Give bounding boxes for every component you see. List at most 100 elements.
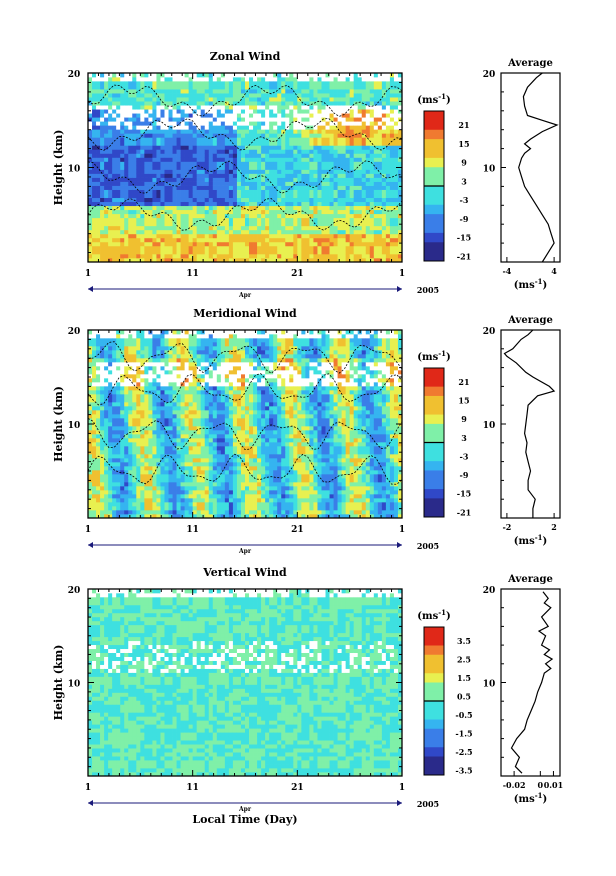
heatmap-cell — [116, 382, 121, 387]
heatmap-cell — [240, 205, 246, 211]
heatmap-cell — [164, 181, 169, 186]
heatmap-cell — [132, 418, 137, 423]
heatmap-cell — [136, 73, 141, 78]
heatmap-cell — [124, 101, 129, 106]
heatmap-cell — [325, 97, 330, 102]
heatmap-cell — [301, 197, 306, 203]
heatmap-cell — [160, 173, 165, 178]
heatmap-cell — [285, 221, 290, 227]
heatmap-cell — [321, 73, 326, 78]
heatmap-cell — [164, 89, 169, 94]
heatmap-cell — [257, 121, 262, 126]
heatmap-cell — [192, 217, 198, 223]
heatmap-cell — [257, 141, 262, 146]
heatmap-cell — [285, 181, 290, 186]
heatmap-cell — [369, 89, 375, 94]
heatmap-cell — [389, 193, 395, 199]
heatmap-cell — [317, 205, 322, 211]
heatmap-cell — [232, 129, 238, 134]
heatmap-cell — [397, 217, 403, 223]
heatmap-cell — [132, 205, 137, 211]
heatmap-cell — [216, 113, 222, 118]
heatmap-cell — [152, 414, 157, 419]
heatmap-cell — [261, 137, 266, 142]
heatmap-cell — [369, 173, 375, 178]
heatmap-cell — [172, 434, 177, 439]
heatmap-cell — [96, 113, 101, 118]
heatmap-cell — [120, 161, 125, 166]
heatmap-cell — [108, 442, 113, 447]
heatmap-cell — [269, 217, 274, 223]
heatmap-cell — [92, 221, 97, 227]
heatmap-cell — [164, 77, 169, 82]
heatmap-cell — [377, 161, 383, 166]
heatmap-cell — [100, 430, 105, 435]
heatmap-cell — [140, 77, 145, 82]
heatmap-cell — [128, 129, 133, 134]
heatmap-cell — [365, 229, 371, 235]
heatmap-cell — [253, 209, 258, 215]
heatmap-cell — [172, 482, 177, 487]
heatmap-cell — [120, 257, 125, 263]
heatmap-cell — [116, 430, 121, 435]
heatmap-cell — [176, 221, 181, 227]
heatmap-cell — [116, 245, 121, 251]
heatmap-cell — [317, 149, 322, 154]
heatmap-cell — [100, 510, 105, 515]
heatmap-cell — [160, 454, 165, 459]
heatmap-cell — [144, 129, 149, 134]
heatmap-cell — [140, 426, 145, 431]
heatmap-cell — [116, 378, 121, 383]
heatmap-cell — [353, 77, 359, 82]
colorbar-swatch — [424, 204, 444, 215]
heatmap-cell — [112, 153, 117, 158]
heatmap-cell — [293, 249, 298, 255]
heatmap-cell — [140, 466, 145, 471]
heatmap-cell — [325, 149, 330, 154]
heatmap-cell — [128, 141, 133, 146]
heatmap-cell — [120, 129, 125, 134]
heatmap-cell — [337, 233, 342, 239]
heatmap-cell — [152, 338, 157, 343]
heatmap-cell — [96, 446, 101, 451]
heatmap-cell — [273, 181, 278, 186]
heatmap-cell — [96, 462, 101, 467]
heatmap-cell — [148, 386, 153, 391]
heatmap-cell — [96, 205, 101, 211]
heatmap-cell — [180, 418, 185, 423]
heatmap-cell — [313, 73, 318, 78]
heatmap-cell — [112, 374, 117, 379]
heatmap-cell — [385, 205, 391, 211]
heatmap-cell — [357, 101, 363, 106]
heatmap-cell — [144, 514, 149, 519]
heatmap-cell — [393, 97, 399, 102]
heatmap-cell — [329, 233, 334, 239]
heatmap-cell — [329, 133, 334, 138]
heatmap-cell — [289, 125, 294, 130]
heatmap-cell — [345, 149, 351, 154]
heatmap-cell — [148, 382, 153, 387]
heatmap-cell — [164, 486, 169, 491]
heatmap-cell — [100, 177, 105, 182]
heatmap-cell — [148, 189, 153, 194]
heatmap-cell — [285, 105, 290, 110]
heatmap-cell — [104, 414, 109, 419]
heatmap-cell — [281, 177, 286, 182]
heatmap-cell — [180, 330, 185, 335]
heatmap-cell — [144, 141, 149, 146]
heatmap-cell — [309, 257, 314, 263]
heatmap-cell — [329, 117, 334, 122]
heatmap-cell — [104, 410, 109, 415]
heatmap-cell — [128, 85, 133, 90]
heatmap-cell — [236, 249, 242, 255]
heatmap-cell — [289, 121, 294, 126]
heatmap-cell — [361, 149, 367, 154]
heatmap-cell — [224, 165, 230, 170]
heatmap-cell — [92, 334, 97, 339]
heatmap-cell — [357, 153, 363, 158]
heatmap-cell — [273, 241, 278, 247]
heatmap-cell — [164, 478, 169, 483]
heatmap-cell — [100, 390, 105, 395]
heatmap-cell — [152, 205, 157, 211]
heatmap-cell — [132, 370, 137, 375]
